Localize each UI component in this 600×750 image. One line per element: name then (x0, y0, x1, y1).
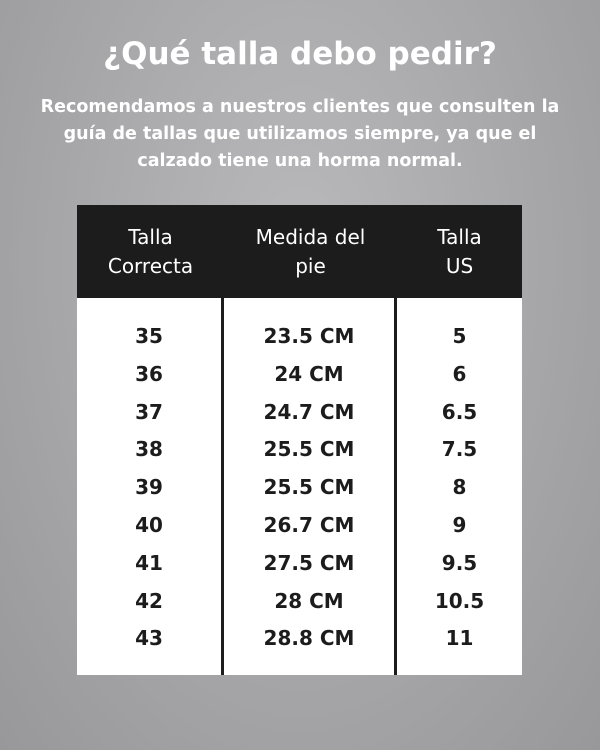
table-cell: 9 (452, 512, 467, 537)
header-talla-correcta: Talla Correcta (107, 224, 194, 278)
table-cell: 23.5 CM (263, 324, 355, 348)
table-cell: 24 CM (274, 361, 344, 386)
table-cell: 9.5 (441, 550, 478, 575)
table-cell: 24.7 CM (263, 399, 355, 424)
table-cell: 7.5 (441, 437, 478, 462)
table-cell: 41 (135, 550, 163, 575)
table-body: 35 36 37 38 39 40 41 42 43 23.5 CM 24 CM 24.7 CM 25… (77, 298, 522, 675)
table-cell: 25.5 CM (263, 475, 355, 500)
table-cell: 10.5 (434, 588, 485, 613)
column-talla-us: 5 6 6.5 7.5 8 9 9.5 10.5 11 (397, 298, 522, 675)
table-cell: 37 (135, 399, 163, 424)
table-cell: 6.5 (441, 399, 478, 424)
column-talla-correcta: 35 36 37 38 39 40 41 42 43 (77, 298, 224, 675)
intro-text: Recomendamos a nuestros clientes que con… (40, 97, 560, 171)
table-cell: 38 (135, 437, 163, 462)
page-title: ¿Qué talla debo pedir? (103, 36, 497, 72)
table-cell: 28 CM (274, 588, 344, 613)
header-medida-pie: Medida del pie (255, 224, 366, 278)
table-cell: 6 (452, 361, 467, 386)
table-cell: 36 (135, 361, 163, 386)
table-cell: 26.7 CM (263, 512, 355, 537)
table-cell: 43 (135, 626, 163, 651)
column-medida-pie: 23.5 CM 24 CM 24.7 CM 25.5 CM 25.5 CM 26.7 CM… (224, 298, 397, 675)
table-cell: 25.5 CM (263, 437, 355, 462)
table-cell: 35 (135, 324, 163, 348)
table-cell: 5 (452, 324, 467, 348)
table-header: Talla Correcta Medida del pie Talla US (77, 205, 522, 298)
table-cell: 40 (135, 512, 163, 537)
table-cell: 11 (445, 626, 474, 651)
table-cell: 39 (135, 475, 163, 500)
table-cell: 27.5 CM (263, 550, 355, 575)
header-talla-us: Talla US (437, 224, 482, 278)
table-cell: 28.8 CM (263, 626, 355, 651)
size-table: Talla Correcta Medida del pie Talla US 35 36… (77, 205, 522, 675)
table-cell: 42 (135, 588, 163, 613)
table-cell: 8 (452, 475, 467, 500)
